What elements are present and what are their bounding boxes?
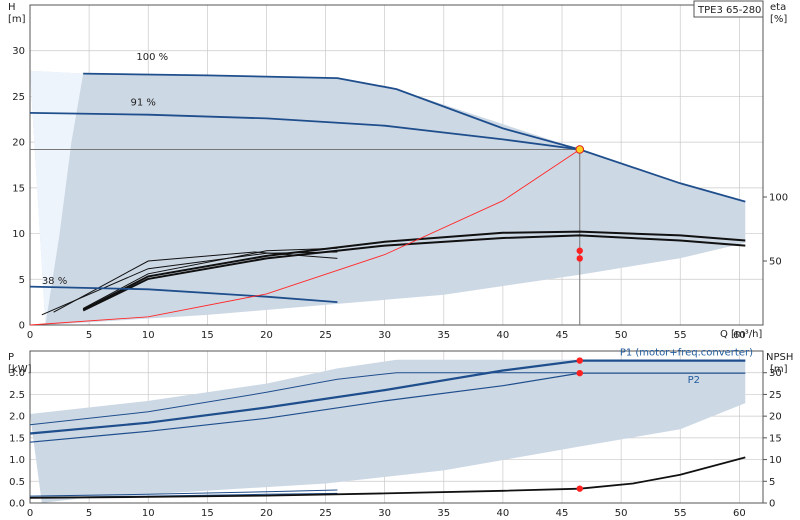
efficiency-curve (53, 251, 338, 313)
x-tick-label-bottom: 5 (86, 508, 92, 519)
x-tick-label: 10 (142, 330, 155, 341)
model-label-box (693, 0, 764, 18)
x-tick-label-bottom: 25 (319, 508, 332, 519)
y-tick-label: 1.0 (9, 455, 25, 466)
x-tick-label: 25 (319, 330, 332, 341)
y-tick-label: 3.0 (9, 368, 25, 379)
model-label: TPE3 65-280 (697, 5, 761, 16)
y-axis-label-head: H (8, 2, 16, 13)
y2-tick-label: 5 (769, 477, 775, 488)
y-tick-label: 5 (19, 275, 25, 286)
head-curve-100 (83, 72, 746, 203)
x-tick-label-bottom: 0 (27, 508, 33, 519)
y-tick-label: 20 (12, 138, 25, 149)
y2-axis-unit-eta: [%] (770, 14, 787, 25)
y2-tick-label: 10 (769, 455, 782, 466)
y-tick-label: 2.0 (9, 412, 25, 423)
y-tick-label: 30 (12, 46, 25, 57)
y-tick-label: 0 (19, 321, 25, 332)
p2-duty-marker (576, 369, 583, 377)
efficiency-curve (41, 251, 338, 316)
min-speed-area (30, 70, 84, 325)
p1-duty-marker (576, 357, 583, 364)
x-axis-label-flow: Q [m³/h] (720, 329, 762, 340)
y2-axis-label-eta: eta (770, 2, 786, 13)
x-tick-label-bottom: 20 (260, 508, 273, 519)
x-tick-label: 40 (497, 330, 510, 341)
head-curve-91 (29, 112, 580, 151)
x-tick-label: 20 (260, 330, 273, 341)
y2-tick-label: 0 (769, 499, 775, 510)
x-tick-label: 30 (378, 330, 391, 341)
y2-axis-label-npsh: NPSH (766, 352, 793, 363)
efficiency-curve (82, 247, 338, 309)
plot-frame (29, 350, 764, 504)
head-efficiency-panel: 0 5 10 15 20 25 30 50 100 0 5 10 15 20 25 30 35 40 45 50 55 6… (12, 4, 788, 341)
x-tick-label-bottom: 15 (201, 508, 214, 519)
speed-label: 91 % (130, 98, 155, 109)
y-tick-label: 0.0 (9, 499, 25, 510)
y2-tick-label: 30 (769, 368, 782, 379)
y-tick-label: 2.5 (9, 390, 25, 401)
npsh-curve (29, 456, 746, 499)
head-curve-38 (29, 285, 338, 303)
y2-tick-label: 20 (769, 412, 782, 423)
x-tick-label-bottom: 50 (615, 508, 628, 519)
y-tick-label: 25 (12, 92, 25, 103)
x-tick-label: 45 (556, 330, 569, 341)
y2-axis-unit-npsh: [m] (770, 364, 788, 375)
efficiency-duty-marker (576, 255, 583, 262)
x-tick-label-bottom: 60 (733, 508, 746, 519)
x-tick-label-bottom: 10 (142, 508, 155, 519)
npsh-duty-marker (576, 485, 583, 492)
x-tick-label-bottom: 35 (437, 508, 450, 519)
x-tick-label-bottom: 40 (497, 508, 510, 519)
y-tick-label: 10 (12, 229, 25, 240)
system-curve (29, 149, 581, 326)
operating-area (30, 70, 746, 325)
operating-area (30, 359, 746, 503)
x-tick-label: 0 (27, 330, 33, 341)
p2-label: P2 (688, 375, 700, 386)
x-tick-label: 50 (615, 330, 628, 341)
y2-tick-label: 25 (769, 390, 782, 401)
speed-label: 100 % (136, 52, 168, 63)
plot-frame (29, 4, 764, 326)
y-tick-label: 0.5 (9, 477, 25, 488)
duty-point-marker (575, 145, 585, 154)
y2-tick-label: 50 (769, 257, 782, 268)
y-axis-unit-head: [m] (8, 14, 26, 25)
power-curve-secondary (29, 372, 580, 426)
y2-tick-label: 100 (769, 193, 788, 204)
x-tick-label-bottom: 55 (674, 508, 687, 519)
y-tick-label: 1.5 (9, 433, 25, 444)
x-tick-label-bottom: 30 (378, 508, 391, 519)
efficiency-duty-marker (576, 247, 583, 254)
p1-label: P1 (motor+freq.converter) (620, 348, 753, 359)
x-tick-label: 60 (733, 330, 746, 341)
efficiency-curve (82, 230, 746, 311)
x-tick-label-bottom: 45 (556, 508, 569, 519)
x-tick-label: 55 (674, 330, 687, 341)
speed-label: 38 % (42, 276, 67, 287)
y-tick-label: 15 (12, 183, 25, 194)
y-axis-unit-power: [kW] (8, 364, 32, 375)
power-npsh-panel: 0.0 0.5 1.0 1.5 2.0 2.5 3.0 0 5 10 15 20 25 30 0 5 10 15 2… (9, 348, 782, 519)
x-tick-label: 5 (86, 330, 92, 341)
x-tick-label: 15 (201, 330, 214, 341)
power-curve-secondary (29, 489, 338, 497)
efficiency-curve (82, 234, 746, 312)
y2-tick-label: 15 (769, 433, 782, 444)
chart-labels: H [m] eta [%] P [kW] NPSH [m] Q [m³/h] T… (8, 0, 793, 375)
y-axis-label-power: P (8, 352, 14, 363)
x-tick-label: 35 (437, 330, 450, 341)
